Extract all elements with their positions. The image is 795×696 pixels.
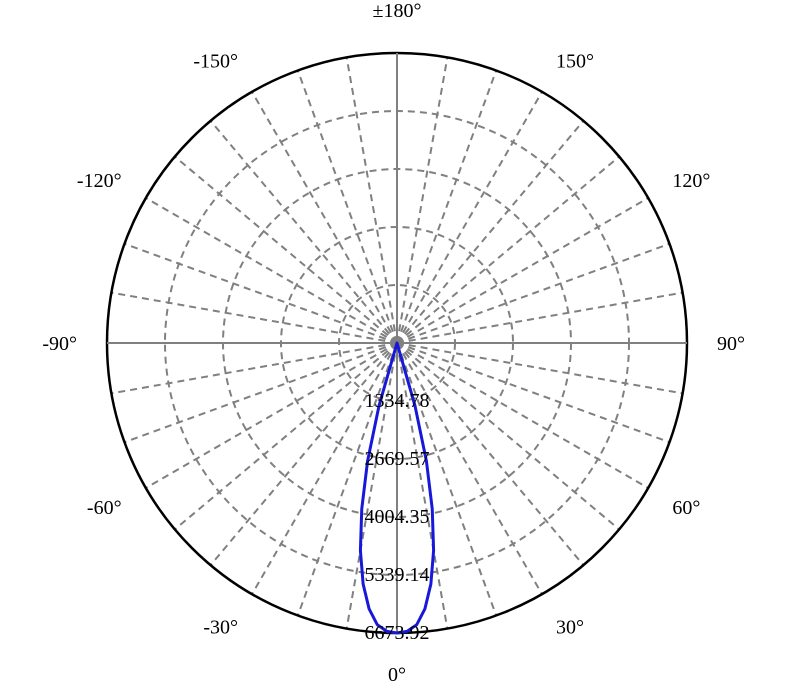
radial-label: 5339.14 (365, 564, 430, 586)
radial-label: 2669.57 (365, 448, 430, 470)
radial-label: 6673.92 (365, 622, 430, 644)
angle-label: -60° (87, 497, 122, 519)
angle-label: -30° (203, 616, 238, 638)
grid-spoke (397, 343, 648, 488)
angle-label: -120° (77, 170, 122, 192)
angle-label: -90° (42, 333, 77, 355)
polar-chart: 0° 30° 60° 90° 120° 150° ±180° -150° -120° -90° -6… (0, 0, 795, 696)
grid-spoke (397, 92, 542, 343)
grid-spoke (146, 198, 397, 343)
grid-spoke (397, 198, 648, 343)
angle-label: 120° (672, 170, 710, 192)
angle-label: 60° (672, 497, 700, 519)
angle-label: 90° (717, 333, 745, 355)
radial-label: 1334.78 (365, 390, 430, 412)
angle-label: ±180° (373, 0, 422, 22)
radial-label: 4004.35 (365, 506, 430, 528)
grid-spoke (146, 343, 397, 488)
angle-label: -150° (193, 51, 238, 73)
grid-spoke (252, 92, 397, 343)
angle-label: 0° (388, 664, 406, 686)
angle-label: 150° (556, 51, 594, 73)
angle-label: 30° (556, 616, 584, 638)
